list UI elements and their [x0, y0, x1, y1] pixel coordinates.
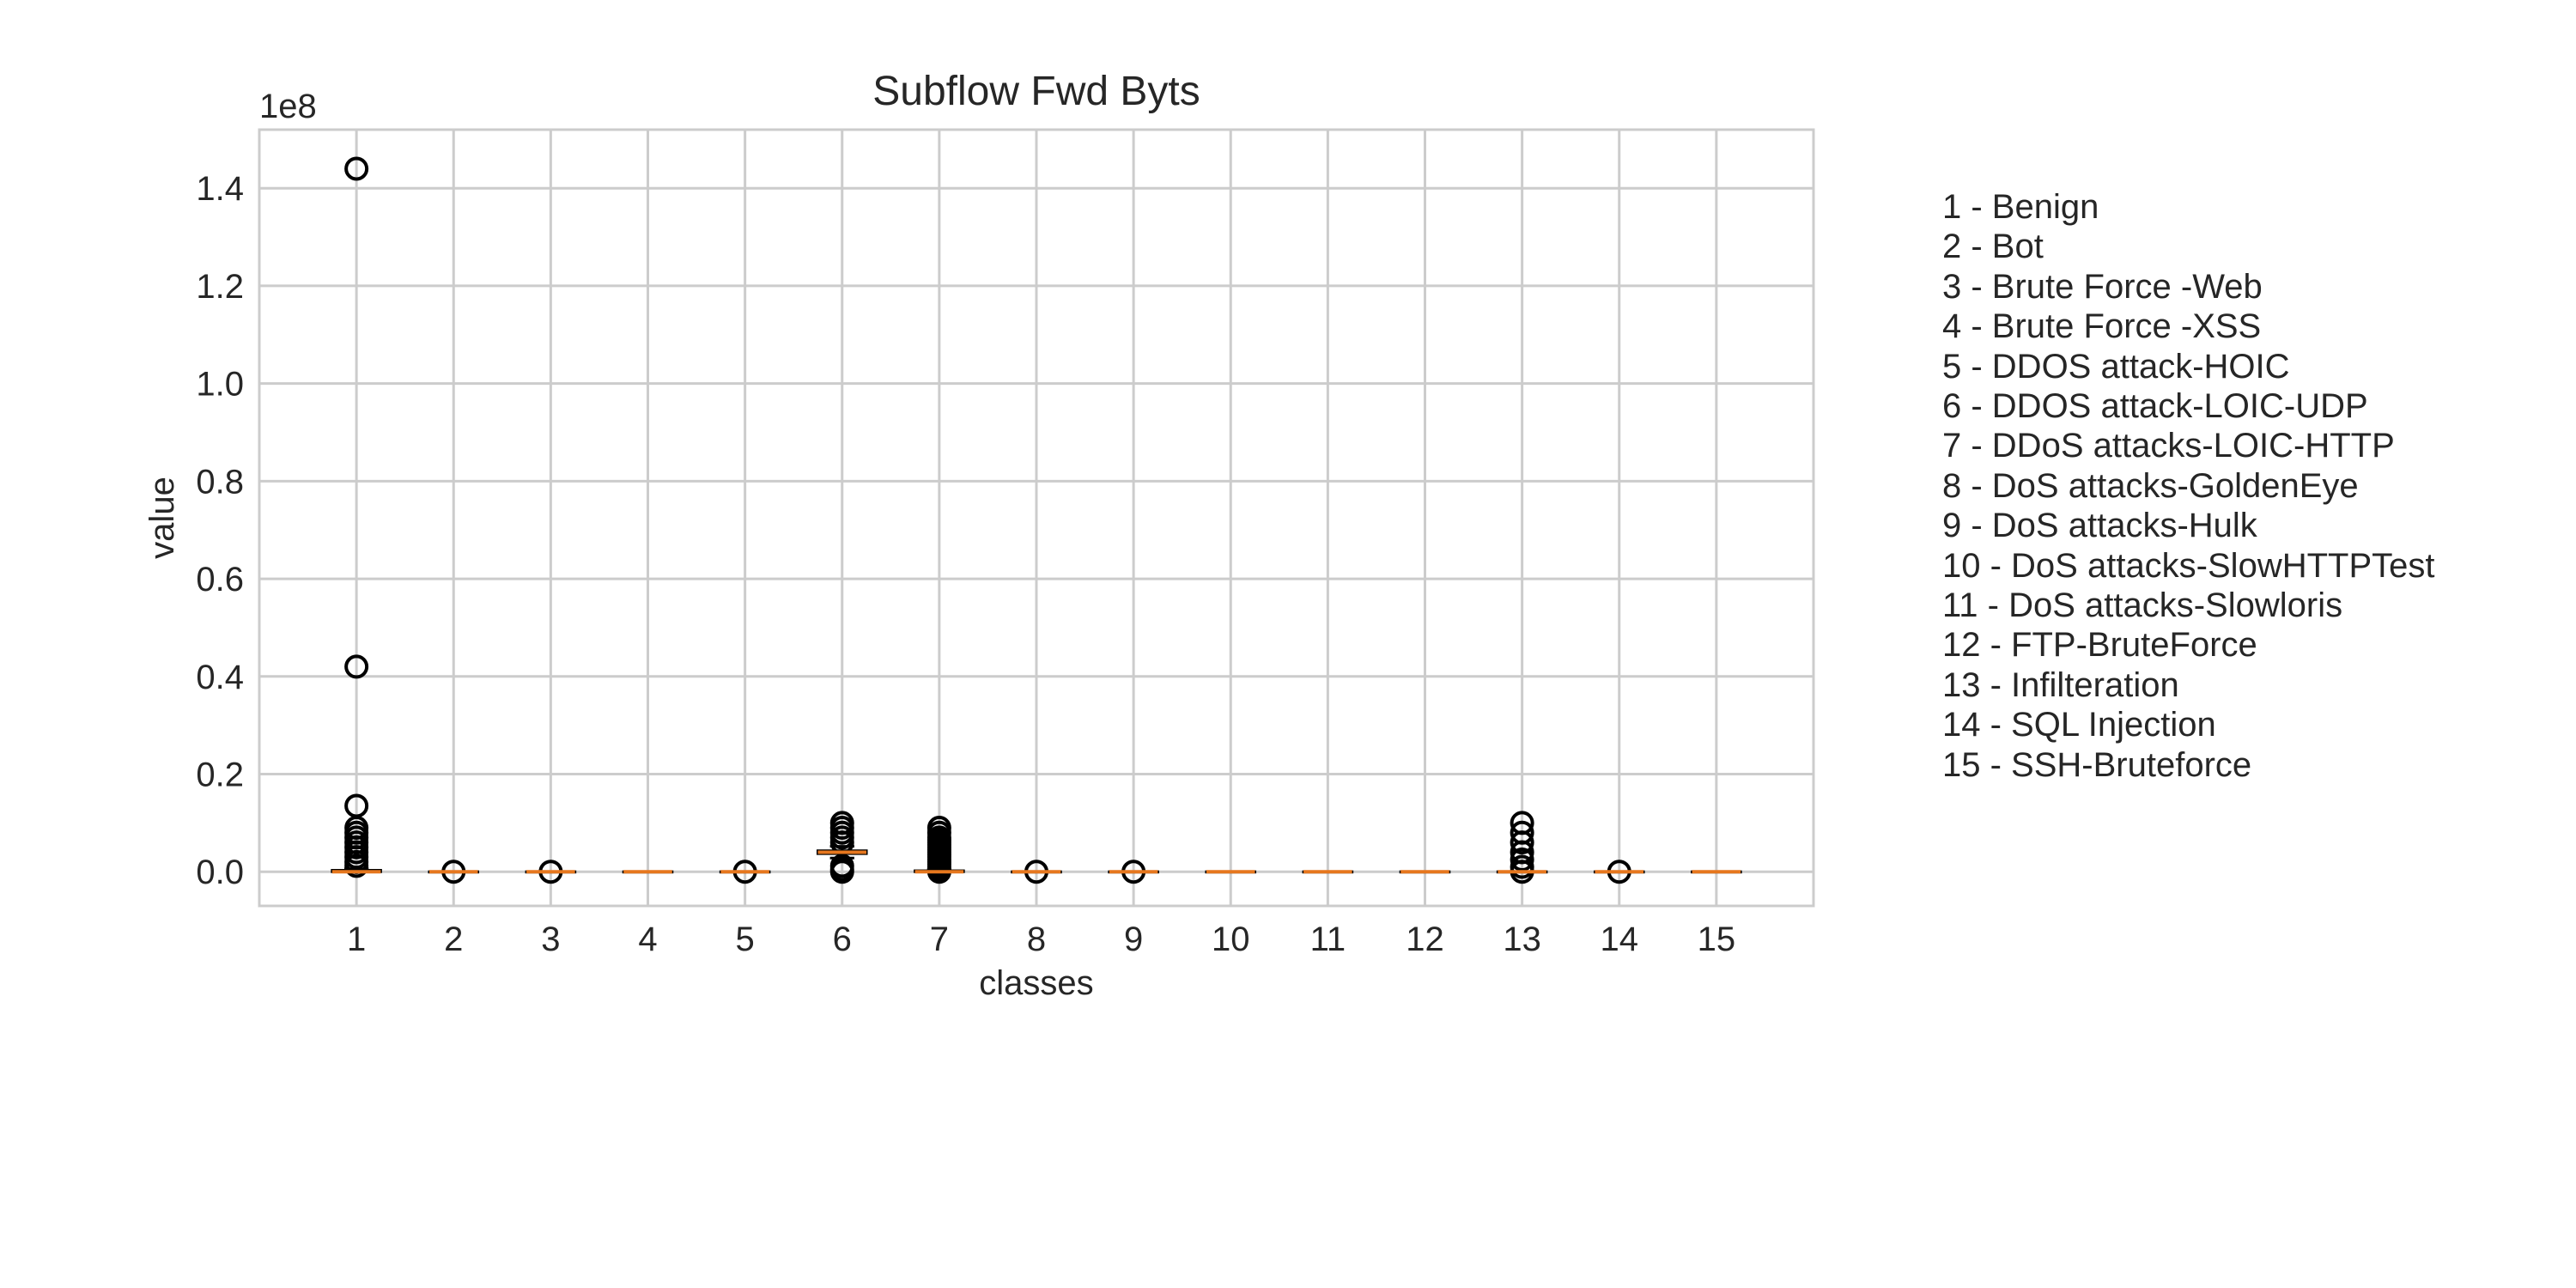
y-axis-label: value	[143, 477, 181, 559]
outlier-point	[1510, 847, 1534, 872]
x-tick-label: 14	[1601, 920, 1639, 958]
x-tick-label: 7	[930, 920, 949, 958]
y-tick-labels: 0.0 0.2 0.4 0.6 0.8 1.0 1.2 1.4	[196, 170, 244, 891]
outlier-point	[1510, 830, 1534, 855]
y-tick-label: 0.8	[196, 463, 244, 501]
legend-entry: 13 - Infilteration	[1942, 665, 2179, 704]
box-13	[1496, 811, 1548, 884]
y-tick-label: 0.2	[196, 756, 244, 793]
box-9	[1108, 860, 1159, 884]
y-scale-label: 1e8	[259, 88, 317, 125]
box-7	[914, 816, 965, 884]
outlier-point	[344, 654, 369, 679]
box-2	[428, 860, 480, 884]
outlier-point	[344, 156, 369, 181]
outlier-point	[829, 860, 854, 884]
x-tick-label: 11	[1310, 920, 1346, 958]
grid-lines	[259, 130, 1814, 906]
x-tick-label: 6	[833, 920, 852, 958]
legend: 1 - Benign 2 - Bot 3 - Brute Force -Web 4 -…	[1942, 187, 2543, 785]
x-tick-label: 3	[541, 920, 560, 958]
legend-entry: 8 - DoS attacks-GoldenEye	[1942, 466, 2359, 505]
legend-entry: 15 - SSH-Bruteforce	[1942, 745, 2252, 784]
legend-entry: 4 - Brute Force -XSS	[1942, 307, 2262, 346]
x-axis-label: classes	[979, 964, 1093, 1002]
legend-entry: 7 - DDoS attacks-LOIC-HTTP	[1942, 427, 2395, 465]
plot-frame	[258, 128, 1815, 908]
legend-entry: 3 - Brute Force -Web	[1942, 267, 2263, 306]
legend-entry: 14 - SQL Injection	[1942, 706, 2216, 744]
box-8	[1011, 860, 1062, 884]
box-5	[719, 860, 771, 884]
legend-entry: 11 - DoS attacks-Slowloris	[1942, 586, 2343, 625]
box-series	[331, 156, 1742, 884]
y-tick-label: 0.0	[196, 854, 244, 891]
y-tick-label: 1.2	[196, 268, 244, 306]
box-14	[1593, 860, 1645, 884]
x-tick-label: 5	[736, 920, 755, 958]
x-tick-label: 15	[1698, 920, 1736, 958]
box-6	[816, 811, 868, 884]
legend-entry: 1 - Benign	[1942, 188, 2099, 226]
x-tick-label: 10	[1212, 920, 1250, 958]
y-tick-label: 1.0	[196, 366, 244, 404]
outlier-point	[344, 854, 369, 878]
x-tick-label: 12	[1406, 920, 1444, 958]
legend-entry: 6 - DDOS attack-LOIC-UDP	[1942, 387, 2368, 426]
y-tick-label: 0.6	[196, 561, 244, 598]
y-tick-label: 1.4	[196, 170, 244, 208]
x-tick-label: 13	[1503, 920, 1541, 958]
y-tick-label: 0.4	[196, 659, 244, 696]
box-3	[525, 860, 577, 884]
legend-entry: 12 - FTP-BruteForce	[1942, 626, 2257, 665]
chart-title: Subflow Fwd Byts	[872, 69, 1200, 114]
legend-entry: 2 - Bot	[1942, 228, 2044, 266]
legend-entry: 5 - DDOS attack-HOIC	[1942, 347, 2290, 386]
x-tick-label: 9	[1124, 920, 1143, 958]
x-tick-labels: 1 2 3 4 5 6 7 8 9 10 11 12 13 14 15	[347, 920, 1735, 958]
box-1	[331, 156, 382, 878]
legend-entry: 10 - DoS attacks-SlowHTTPTest	[1942, 546, 2435, 585]
x-tick-label: 2	[444, 920, 463, 958]
x-tick-label: 1	[347, 920, 366, 958]
legend-entry: 9 - DoS attacks-Hulk	[1942, 507, 2257, 545]
x-tick-label: 4	[638, 920, 657, 958]
x-tick-label: 8	[1027, 920, 1046, 958]
